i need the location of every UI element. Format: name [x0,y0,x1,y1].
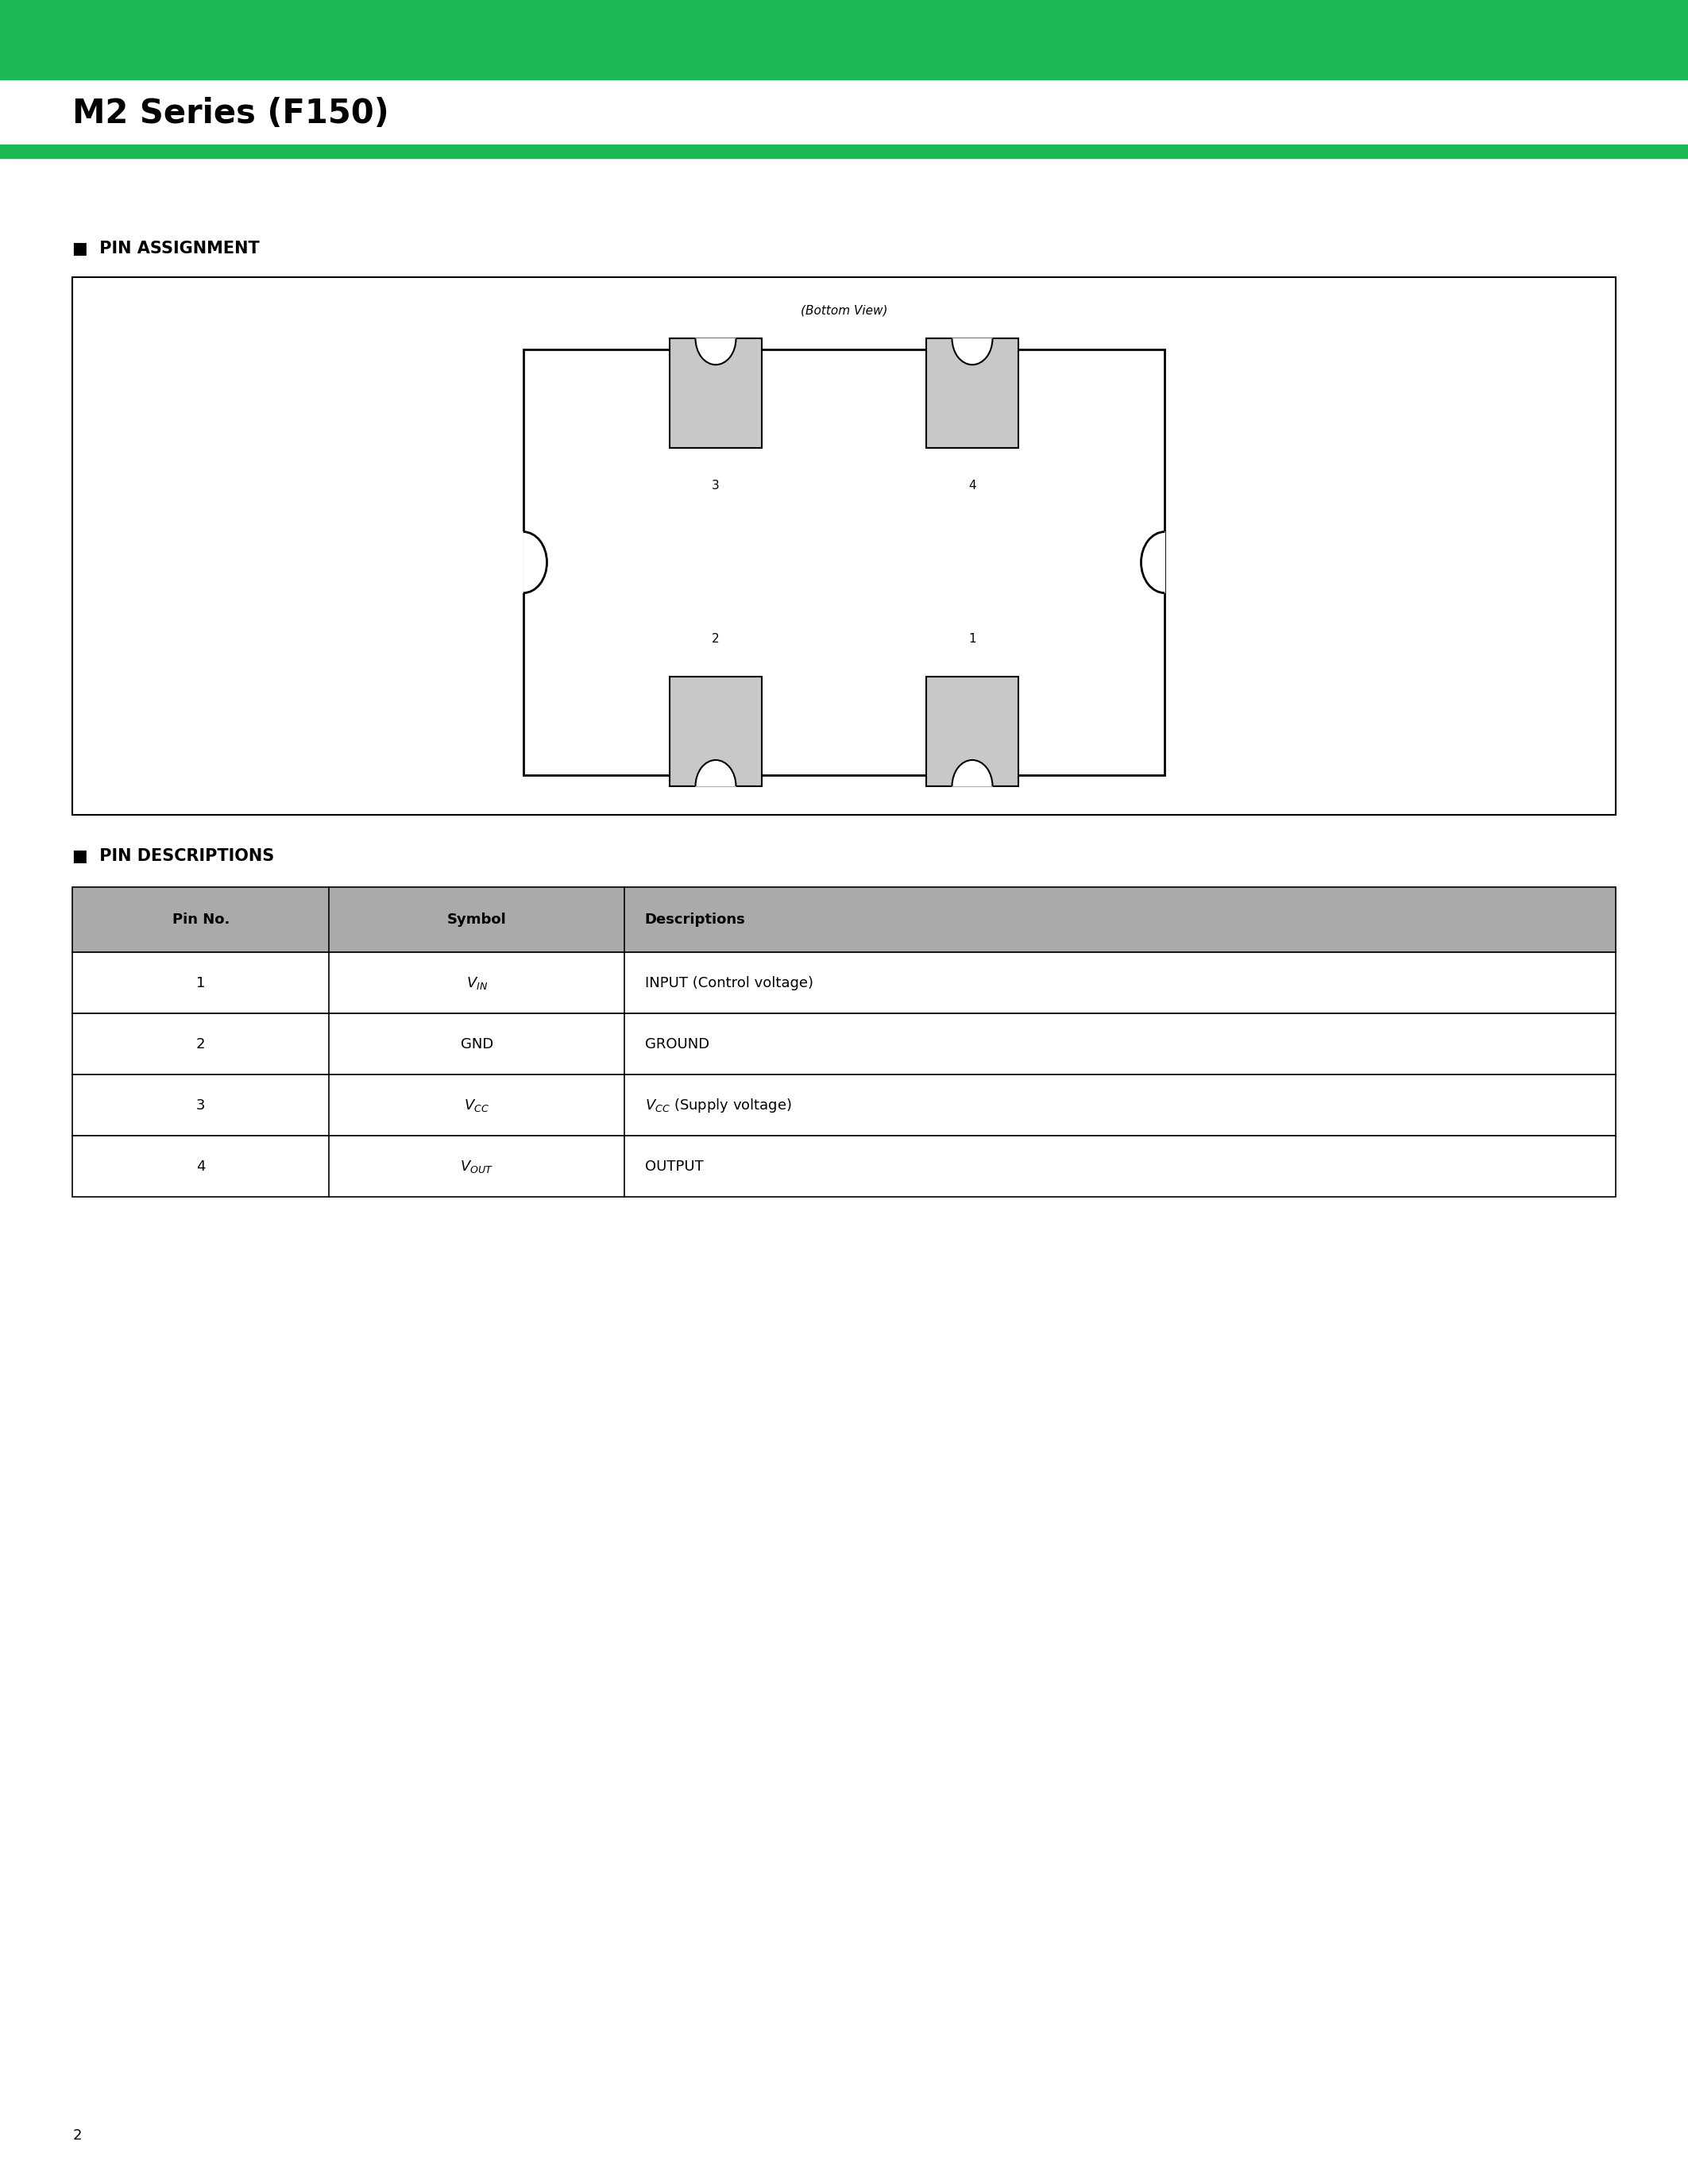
Text: 4: 4 [196,1160,206,1173]
Bar [73,277,1615,815]
Text: GROUND: GROUND [645,1037,709,1051]
Text: ■  PIN DESCRIPTIONS: ■ PIN DESCRIPTIONS [73,847,275,865]
Text: ■  PIN ASSIGNMENT: ■ PIN ASSIGNMENT [73,240,260,258]
Text: INPUT (Control voltage): INPUT (Control voltage) [645,976,814,989]
Text: 2: 2 [73,2129,81,2143]
Wedge shape [695,339,736,365]
Text: OUTPUT: OUTPUT [645,1160,704,1173]
Text: $V_{IN}$: $V_{IN}$ [466,974,488,992]
Bar [668,339,761,448]
Bar [73,887,1615,952]
Text: Descriptions: Descriptions [645,913,746,926]
Bar [73,1136,1615,1197]
Text: 4: 4 [969,480,976,491]
Bar [73,1075,1615,1136]
Text: 2: 2 [196,1037,206,1051]
Wedge shape [952,760,993,786]
Text: (Bottom View): (Bottom View) [800,304,888,317]
Bar [523,349,1165,775]
Text: $V_{OUT}$: $V_{OUT}$ [461,1158,493,1175]
Bar [925,339,1020,448]
Wedge shape [952,339,993,365]
Text: 1: 1 [969,633,976,644]
Wedge shape [695,760,736,786]
Text: 1: 1 [196,976,206,989]
Text: 3: 3 [196,1099,206,1112]
Text: M2 Series (F150): M2 Series (F150) [73,96,390,131]
Text: Symbol: Symbol [447,913,506,926]
Bar [668,677,761,786]
Text: $V_{CC}$ (Supply voltage): $V_{CC}$ (Supply voltage) [645,1096,792,1114]
Bar [73,952,1615,1013]
Bar [925,677,1020,786]
Bar [0,144,1688,159]
Wedge shape [523,533,547,594]
Text: 2: 2 [712,633,719,644]
Bar [0,0,1688,81]
Text: $V_{CC}$: $V_{CC}$ [464,1096,490,1114]
Text: GND: GND [461,1037,493,1051]
Wedge shape [1141,533,1165,594]
Text: 3: 3 [712,480,719,491]
Bar [73,1013,1615,1075]
Text: Pin No.: Pin No. [172,913,230,926]
